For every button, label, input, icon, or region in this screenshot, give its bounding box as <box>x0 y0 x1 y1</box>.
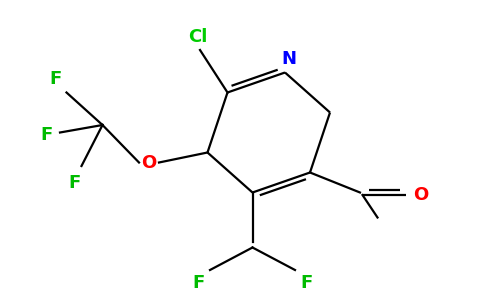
Text: F: F <box>193 274 205 292</box>
Text: O: O <box>413 186 429 204</box>
Text: F: F <box>69 173 81 191</box>
Text: O: O <box>141 154 156 172</box>
Text: F: F <box>300 274 312 292</box>
Text: N: N <box>281 50 296 68</box>
Text: Cl: Cl <box>188 28 207 46</box>
Text: F: F <box>40 126 52 144</box>
Text: F: F <box>49 70 61 88</box>
